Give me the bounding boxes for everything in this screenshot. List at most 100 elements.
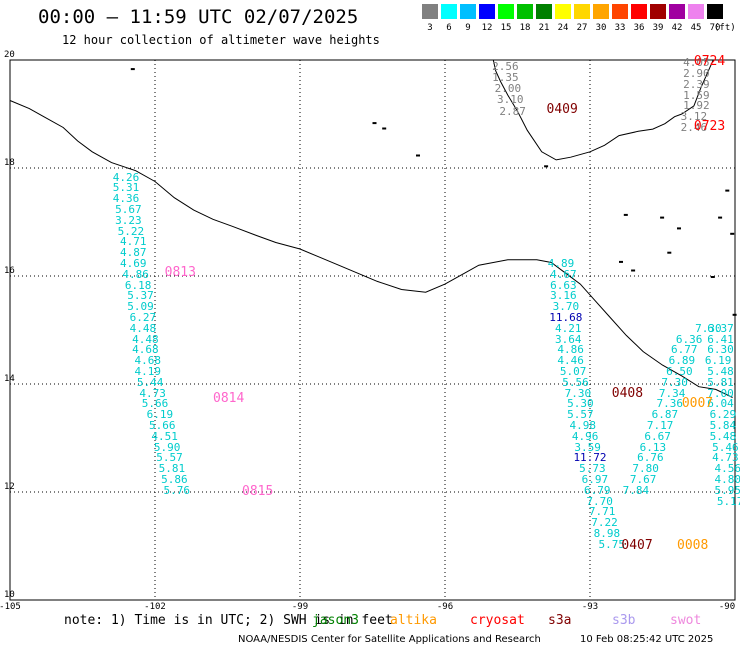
satellite-name: swot bbox=[670, 613, 702, 628]
wave-height-value: 1.59 bbox=[683, 88, 710, 102]
wave-height-value: 4.46 bbox=[557, 354, 584, 368]
wave-height-value: 4.69 bbox=[120, 257, 147, 271]
legend-level-label: 33 bbox=[614, 23, 626, 33]
wave-height-value: 4.48 bbox=[132, 332, 159, 346]
legend-swatch bbox=[498, 4, 514, 19]
wave-height-value: 5.66 bbox=[141, 397, 169, 411]
island-dot bbox=[710, 276, 715, 278]
wave-height-value: 2.39 bbox=[683, 77, 710, 91]
wave-height-value: 4.36 bbox=[112, 192, 140, 206]
pass-time-tag: 0409 bbox=[546, 102, 578, 118]
wave-height-value: 2.00 bbox=[494, 82, 522, 96]
wave-height-value: 5.76 bbox=[163, 483, 191, 497]
island-dot bbox=[130, 68, 135, 71]
legend-swatch bbox=[707, 4, 723, 19]
longitude-label: -99 bbox=[291, 602, 309, 612]
coastline bbox=[9, 59, 733, 398]
legend-swatch bbox=[574, 4, 590, 19]
latitude-label: 14 bbox=[4, 374, 15, 384]
wave-height-value: 4.80 bbox=[714, 473, 740, 487]
wave-height-value: 4.73 bbox=[712, 451, 739, 465]
wave-height-value: 7.22 bbox=[591, 516, 618, 530]
wave-height-value: 4.21 bbox=[555, 321, 582, 335]
wave-height-value: 5.09 bbox=[127, 300, 154, 314]
wave-height-value: 3.23 bbox=[115, 213, 142, 227]
longitude-label: -102 bbox=[144, 602, 166, 612]
wave-height-value: 4.19 bbox=[134, 365, 162, 379]
legend-level-label: 3 bbox=[427, 23, 433, 33]
legend-level-label: 39 bbox=[652, 23, 664, 33]
legend-swatch bbox=[460, 4, 476, 19]
wave-height-value: 3.64 bbox=[555, 332, 582, 346]
wave-height-value: 2.87 bbox=[499, 104, 526, 118]
wave-height-value: 6.19 bbox=[146, 408, 174, 422]
legend-swatch bbox=[555, 4, 571, 19]
wave-height-value: 7.30 bbox=[564, 386, 592, 400]
legend-swatch bbox=[612, 4, 628, 19]
wave-height-value: 4.56 bbox=[714, 462, 740, 476]
note-text: note: 1) Time is in UTC; 2) SWH is in fe… bbox=[64, 613, 393, 628]
wave-height-value: 3.59 bbox=[574, 440, 601, 454]
wave-height-value: 6.97 bbox=[581, 473, 609, 487]
pass-time-tag: 0724 bbox=[693, 54, 726, 70]
legend-level-label: 18 bbox=[519, 23, 531, 33]
pass-time-tag: 0723 bbox=[693, 119, 726, 135]
wave-height-value: 7.80 bbox=[632, 462, 659, 476]
wave-height-value: 6.41 bbox=[707, 332, 734, 346]
wave-height-value: 7.30 bbox=[695, 321, 722, 335]
legend-swatch bbox=[422, 4, 438, 19]
island-dot bbox=[725, 189, 730, 192]
legend-unit: (ft) bbox=[714, 23, 736, 33]
legend-level-label: 30 bbox=[595, 23, 607, 33]
wave-height-value: 3.16 bbox=[550, 289, 577, 303]
wave-height-value: 1.92 bbox=[683, 99, 710, 113]
wave-height-value: 4.67 bbox=[550, 267, 577, 281]
wave-height-value: 5.48 bbox=[707, 365, 734, 379]
pass-time-tag: 0407 bbox=[621, 537, 653, 553]
satellite-name: jason3 bbox=[312, 613, 359, 628]
legend-level-label: 45 bbox=[690, 23, 702, 33]
wave-height-value: 6.50 bbox=[666, 365, 693, 379]
wave-height-value: 3.10 bbox=[497, 92, 524, 106]
wave-height-value: 6.18 bbox=[124, 278, 152, 292]
latitude-label: 18 bbox=[4, 158, 15, 168]
wave-height-value: 5.81 bbox=[707, 375, 734, 389]
wave-height-value: 4.98 bbox=[569, 419, 597, 433]
island-dot bbox=[623, 213, 628, 216]
island-dot bbox=[732, 313, 737, 316]
latitude-label: 10 bbox=[4, 590, 15, 600]
longitude-label: -93 bbox=[581, 602, 599, 612]
wave-height-value: 2.46 bbox=[680, 120, 708, 134]
legend-swatch bbox=[593, 4, 609, 19]
island-dot bbox=[631, 269, 636, 272]
legend-level-label: 21 bbox=[538, 23, 550, 33]
wave-height-value: 4.26 bbox=[112, 170, 140, 184]
wave-height-value: 4.68 bbox=[132, 343, 159, 357]
wave-height-value: 6.19 bbox=[704, 354, 732, 368]
wave-height-value: 5.57 bbox=[156, 451, 183, 465]
legend-level-label: 12 bbox=[481, 23, 493, 33]
wave-height-value: 5.81 bbox=[158, 462, 186, 476]
wave-height-value: 6.27 bbox=[129, 311, 157, 325]
pacific-coastline bbox=[9, 100, 733, 398]
island-dot bbox=[619, 260, 623, 263]
wave-height-value: 5.73 bbox=[579, 462, 606, 476]
wave-height-value: 4.89 bbox=[547, 257, 575, 271]
wave-height-value: 6.30 bbox=[707, 343, 734, 357]
gulf-coastline bbox=[492, 59, 714, 161]
wave-height-value: 6.79 bbox=[584, 483, 611, 497]
wave-height-value: 5.07 bbox=[559, 365, 587, 379]
wave-height-value: 4.86 bbox=[122, 267, 149, 281]
wave-height-value: 4.96 bbox=[571, 429, 599, 443]
credit-line: NOAA/NESDIS Center for Satellite Applica… bbox=[238, 634, 541, 645]
wave-height-value: 7.70 bbox=[586, 494, 613, 508]
wave-height-value: 6.29 bbox=[709, 408, 737, 422]
wave-height-value: 6.04 bbox=[707, 397, 734, 411]
longitude-label: -90 bbox=[718, 602, 736, 612]
legend-swatch bbox=[688, 4, 704, 19]
island-dot bbox=[677, 227, 681, 230]
wave-height-value: 6.63 bbox=[550, 278, 577, 292]
map-title: 00:00 — 11:59 UTC 02/07/2025 bbox=[38, 6, 359, 28]
wave-height-value: 5.48 bbox=[709, 429, 737, 443]
